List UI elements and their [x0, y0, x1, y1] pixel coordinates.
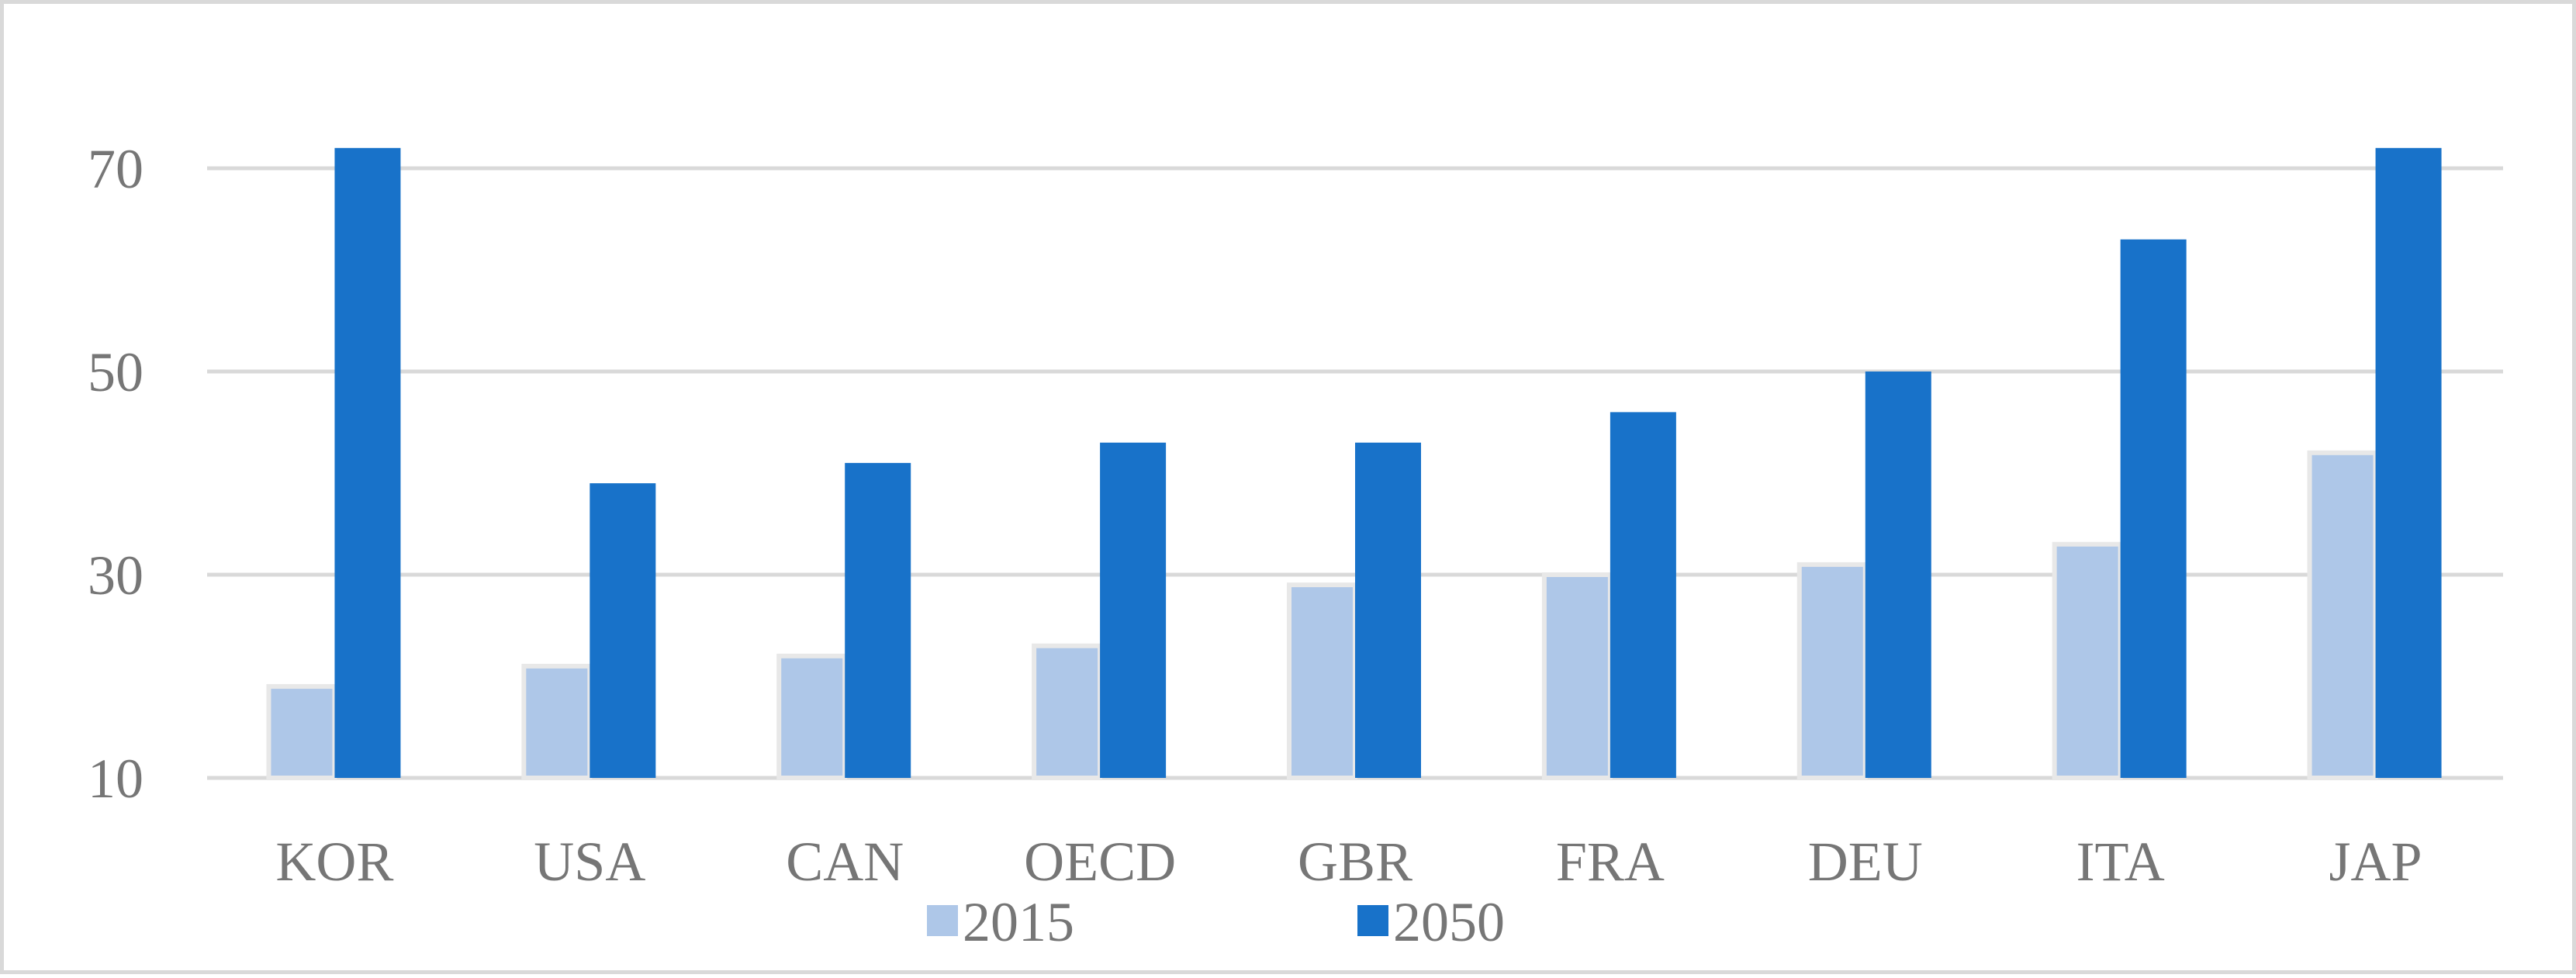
- bar-2015-deu: [1800, 565, 1865, 778]
- bar-2050-deu: [1865, 372, 1931, 778]
- bar-2050-jap: [2376, 148, 2442, 778]
- bar-2050-usa: [590, 483, 655, 778]
- bar-chart: 10 30 50 70 KOR USA CAN OECD GBR FRA DEU ITA JAP 20…: [4, 4, 2576, 978]
- bar-2050-oecd: [1100, 443, 1166, 778]
- bar-2015-can: [779, 656, 845, 778]
- legend-swatch-2015: [927, 905, 958, 936]
- y-tick-label: 30: [88, 544, 143, 606]
- bar-2050-gbr: [1355, 443, 1421, 778]
- bar-2015-jap: [2310, 453, 2376, 778]
- y-tick-label: 70: [88, 138, 143, 200]
- bar-2050-can: [845, 463, 911, 778]
- x-category-label: USA: [534, 831, 645, 893]
- x-axis-categories: KOR USA CAN OECD GBR FRA DEU ITA JAP: [275, 831, 2422, 893]
- x-category-label: CAN: [786, 831, 904, 893]
- bar-2015-fra: [1544, 575, 1610, 778]
- legend-swatch-2050: [1357, 905, 1388, 936]
- bars: [268, 148, 2441, 778]
- bar-2050-kor: [334, 148, 400, 778]
- bar-2015-usa: [524, 666, 590, 778]
- bar-2015-kor: [268, 686, 334, 778]
- y-tick-label: 10: [88, 748, 143, 810]
- bar-2015-oecd: [1034, 646, 1100, 778]
- bar-2015-ita: [2055, 544, 2121, 778]
- x-category-label: GBR: [1298, 831, 1412, 893]
- y-axis-ticks: 10 30 50 70: [88, 138, 143, 810]
- x-category-label: JAP: [2329, 831, 2422, 893]
- x-category-label: FRA: [1556, 831, 1665, 893]
- x-category-label: KOR: [275, 831, 393, 893]
- bar-2050-ita: [2121, 240, 2187, 778]
- x-category-label: ITA: [2076, 831, 2165, 893]
- bar-2050-fra: [1610, 412, 1676, 778]
- bar-2015-gbr: [1289, 585, 1355, 778]
- legend: 2015 2050: [927, 891, 1505, 953]
- y-tick-label: 50: [88, 341, 143, 403]
- x-category-label: OECD: [1024, 831, 1176, 893]
- legend-label-2050: 2050: [1393, 891, 1505, 953]
- x-category-label: DEU: [1808, 831, 1923, 893]
- legend-label-2015: 2015: [963, 891, 1074, 953]
